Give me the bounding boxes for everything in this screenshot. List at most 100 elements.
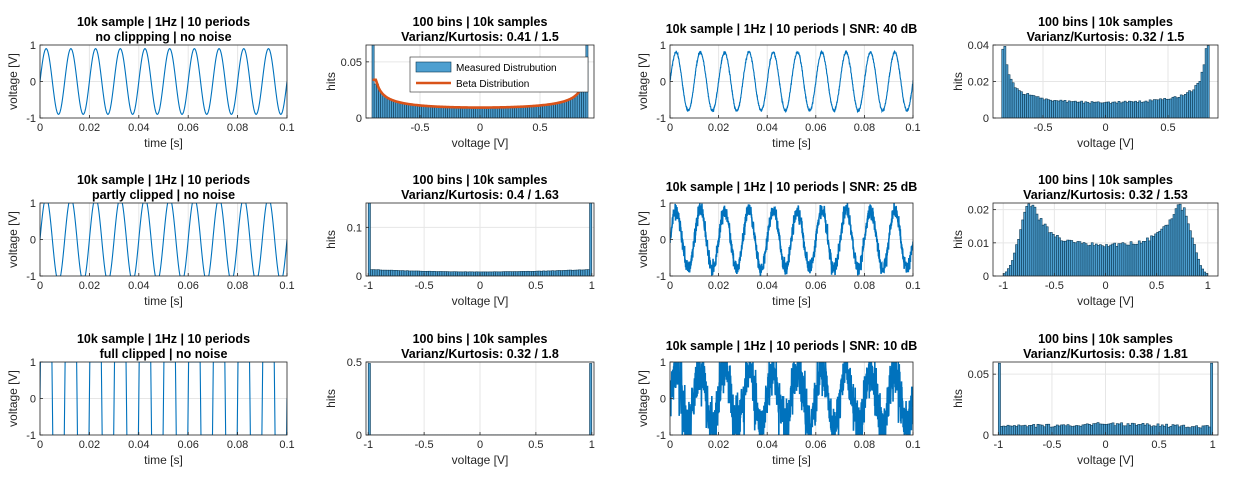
hist-bar [1167,426,1171,435]
hist-bar [507,106,511,118]
hist-bar [1082,242,1086,276]
hist-bar [586,269,590,276]
hist-bar [1208,426,1211,435]
hist-bar [526,270,530,276]
x-tick-label: 0.04 [128,122,149,134]
y-tick-label: 1 [660,198,666,210]
hist-bar [410,270,414,276]
hist-bar [1162,226,1166,276]
y-tick-label: 0 [30,394,36,406]
hist-bar [1054,236,1057,276]
chart-title: 100 bins | 10k samples [1038,173,1173,187]
chart-subtitle: full clipped | no noise [100,347,228,361]
hist-bar [1134,100,1137,118]
hist-bar [1038,424,1042,435]
panel-p10: -1 -0.5 0 0.5 1 0 0.5 voltage [V] hits 100 bins |… [324,332,595,467]
x-tick-label: 0.5 [532,122,547,134]
hist-bar [457,271,461,276]
hist-bar [1154,233,1157,276]
hist-bar [1090,242,1094,276]
hist-bar [1011,260,1014,276]
signal-line [670,49,913,114]
x-tick-label: 0.08 [227,122,248,134]
x-tick-label: 0.06 [177,280,198,292]
hist-bar [550,103,554,118]
y-tick-label: 0.05 [968,369,989,381]
hist-bar [1182,207,1186,276]
hist-bar [1015,426,1018,435]
hist-bar [1080,100,1083,118]
hist-bar [1043,223,1047,276]
hist-bar [1156,232,1159,276]
hist-bar [1165,98,1169,118]
x-tick-label: 0.06 [805,280,826,292]
hist-bar [569,269,572,276]
legend-swatch-measured [415,61,452,73]
y-tick-label: -1 [26,271,36,283]
hist-bar [380,92,384,118]
hist-bar [446,271,450,276]
plot-content [40,48,287,115]
x-tick-label: 0.5 [1151,439,1166,451]
hist-bar [1171,424,1175,435]
hist-bar [1122,425,1126,435]
x-tick-label: -0.5 [411,122,430,134]
hist-bar [1023,424,1027,435]
hist-bar [1178,203,1182,276]
hist-bar [1007,268,1010,276]
chart-title: 10k sample | 1Hz | 10 periods [77,15,250,29]
hist-bar [1142,240,1145,276]
hist-bar [1133,423,1136,435]
y-tick-label: -1 [26,430,36,442]
hist-bar [412,104,416,118]
hist-bar [417,270,420,276]
hist-bar [1107,246,1110,276]
hist-bar [1065,102,1069,118]
hist-bar [1197,427,1201,435]
y-axis-label: voltage [V] [636,211,650,268]
hist-bar [1137,424,1141,435]
plot-content [670,203,913,276]
hist-bar [1101,102,1104,118]
x-tick-label: 0 [1102,280,1108,292]
panel-p4: -0.5 0 0.5 0 0.02 0.04 voltage [V] hits 100 bins… [951,15,1219,150]
hist-bar [1204,48,1208,118]
x-axis-label: time [s] [144,294,183,308]
hist-bar [1115,423,1119,435]
hist-bar [1070,426,1074,435]
hist-bar [1189,230,1192,276]
hist-bar [1055,424,1059,435]
hist-bar [383,269,387,276]
hist-bar [528,271,532,276]
hist-bar [1125,102,1129,118]
hist-bar [522,271,526,276]
hist-bar [1180,210,1184,276]
hist-bar [1152,236,1155,276]
hist-bar [551,270,555,276]
hist-bar [1139,242,1143,276]
hist-bar [1172,214,1176,276]
x-tick-label: 0.08 [227,280,248,292]
hist-bar [440,106,444,118]
hist-bar [519,271,523,276]
x-tick-label: 1 [1205,280,1211,292]
hist-bar [1109,103,1113,118]
chart-title: 100 bins | 10k samples [413,332,548,346]
hist-bar [1191,237,1194,276]
hist-bar [522,106,526,118]
hist-bar [544,270,548,276]
hist-bar [589,203,593,276]
hist-bar [385,269,389,276]
hist-bar [1004,271,1008,276]
hist-bar [1121,242,1125,276]
hist-bar [410,103,414,118]
hist-bar [1075,425,1078,435]
hist-bar [1117,243,1121,276]
hist-bar [1047,99,1050,118]
hist-bar [1026,93,1030,118]
hist-bar [1030,94,1034,118]
hist-bar [490,107,494,118]
hist-bar [378,89,381,118]
hist-bar [531,271,534,276]
